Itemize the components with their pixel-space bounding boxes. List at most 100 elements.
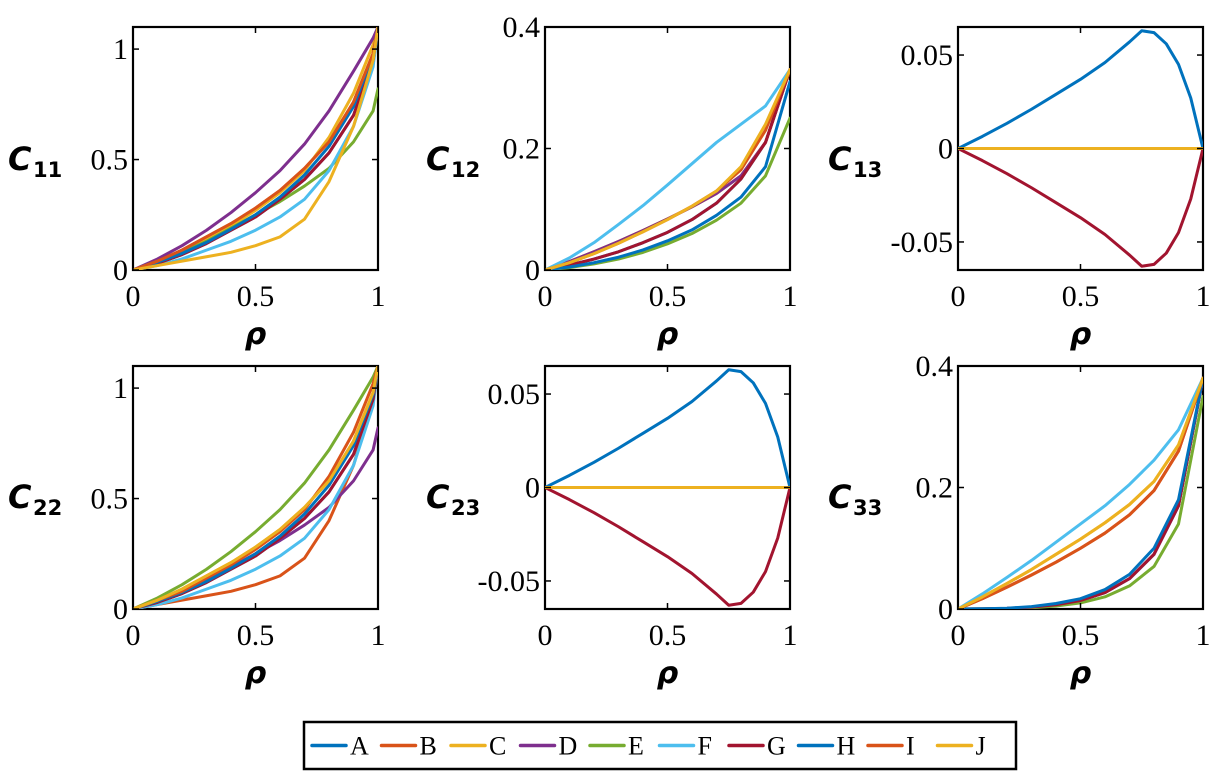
series-line-G [958, 147, 1203, 268]
x-tick-label: 1 [783, 280, 798, 313]
subplot-c13: 0 0.5 1 -0.05 0 0.05 ρ C 13 [828, 25, 1211, 352]
legend-item-G: G [727, 732, 786, 761]
y-axis-label-main: C [8, 140, 32, 178]
x-tick-label: 0 [951, 619, 966, 652]
subplot-c22: 0 0.5 1 0 0.5 1 ρ C 22 [8, 364, 386, 691]
y-tick-label: 0.05 [901, 39, 954, 72]
x-axis-label: ρ [1070, 656, 1091, 691]
legend-label: G [767, 732, 786, 761]
x-tick-label: 0 [951, 280, 966, 313]
y-tick-label: 0 [113, 254, 128, 287]
x-tick-label: 0.5 [237, 619, 275, 652]
series-line-I [133, 27, 378, 270]
legend-item-B: B [379, 732, 437, 761]
series-line-F [545, 68, 790, 270]
y-tick-label: 1 [113, 33, 128, 66]
y-tick-label: -0.05 [891, 226, 954, 259]
x-tick-label: 0.5 [649, 619, 687, 652]
y-axis-label: C 11 [8, 140, 62, 182]
subplot-c33: 0 0.5 1 0 0.2 0.4 ρ C 33 [828, 350, 1211, 691]
y-tick-label: 0.4 [916, 350, 954, 383]
y-axis-label-subscript: 12 [451, 158, 480, 182]
series-line-H [545, 80, 790, 270]
y-tick-label: 0 [525, 472, 540, 505]
x-tick-label: 1 [371, 619, 386, 652]
y-axis-label-subscript: 23 [451, 496, 480, 520]
y-axis-label: C 33 [828, 478, 882, 520]
legend-label: D [559, 732, 578, 761]
x-tick-label: 0 [538, 619, 553, 652]
y-axis-label-main: C [828, 140, 852, 178]
y-tick-label: 0 [938, 133, 953, 166]
series-line-H [958, 376, 1203, 609]
y-tick-label: 0 [525, 254, 540, 287]
axes-box [956, 364, 1205, 611]
y-tick-label: 0 [113, 593, 128, 626]
series-line-J [133, 27, 378, 270]
y-tick-label: 0.2 [503, 133, 541, 166]
legend-item-I: I [866, 732, 915, 761]
x-tick-label: 1 [371, 280, 386, 313]
series-line-J [545, 68, 790, 270]
y-axis-label-main: C [828, 478, 852, 516]
series-line-H [958, 29, 1203, 150]
y-axis-label: C 23 [426, 478, 480, 520]
legend: A B C D E F G H I J [302, 720, 1018, 771]
y-axis-label-main: C [8, 478, 32, 516]
series-line-F [133, 366, 378, 609]
legend-label: I [906, 732, 915, 761]
y-axis-label-subscript: 13 [853, 158, 882, 182]
legend-label: E [628, 732, 644, 761]
y-tick-label: 0.5 [91, 483, 129, 516]
y-axis-label-main: C [426, 478, 450, 516]
y-tick-label: 0.2 [916, 472, 954, 505]
x-tick-label: 1 [783, 619, 798, 652]
series-line-H [133, 27, 378, 270]
legend-item-E: E [588, 732, 644, 761]
legend-label: J [976, 732, 986, 761]
y-axis-label: C 12 [426, 140, 480, 182]
y-tick-label: 0 [938, 593, 953, 626]
legend-item-A: A [310, 732, 369, 761]
x-tick-label: 0 [126, 619, 141, 652]
subplot-c12: 0 0.5 1 0 0.2 0.4 ρ C 12 [426, 11, 798, 352]
x-axis-label: ρ [1070, 317, 1091, 352]
y-axis-label-subscript: 11 [33, 158, 62, 182]
y-axis-label: C 22 [8, 478, 62, 520]
y-axis-label-main: C [426, 140, 450, 178]
y-tick-label: 0.4 [503, 11, 541, 44]
x-axis-label: ρ [245, 317, 266, 352]
legend-item-J: J [935, 732, 986, 761]
legend-item-F: F [657, 732, 712, 761]
subplot-c11: 0 0.5 1 0 0.5 1 ρ C 11 [8, 25, 386, 352]
series-line-J [958, 376, 1203, 609]
y-axis-label-subscript: 33 [853, 496, 882, 520]
legend-item-H: H [796, 732, 856, 761]
x-axis-label: ρ [657, 656, 678, 691]
legend-label: F [698, 732, 712, 761]
series-line-I [133, 366, 378, 609]
series-line-G [545, 486, 790, 607]
series-line-E [133, 366, 378, 609]
series-line-I [958, 376, 1203, 609]
legend-label: H [837, 732, 856, 761]
y-tick-label: 1 [113, 372, 128, 405]
legend-label: C [489, 732, 506, 761]
x-axis-label: ρ [657, 317, 678, 352]
x-tick-label: 1 [1196, 619, 1211, 652]
x-tick-label: 0.5 [1062, 280, 1100, 313]
legend-item-D: D [518, 732, 578, 761]
series-line-D [133, 27, 378, 270]
x-axis-label: ρ [245, 656, 266, 691]
axes-box [543, 25, 792, 272]
y-axis-label: C 13 [828, 140, 882, 182]
legend-item-C: C [449, 732, 506, 761]
x-tick-label: 0.5 [237, 280, 275, 313]
series-line-J [133, 366, 378, 609]
y-axis-label-subscript: 22 [33, 496, 62, 520]
x-tick-label: 1 [1196, 280, 1211, 313]
series-line-H [545, 368, 790, 489]
legend-label: B [420, 732, 437, 761]
